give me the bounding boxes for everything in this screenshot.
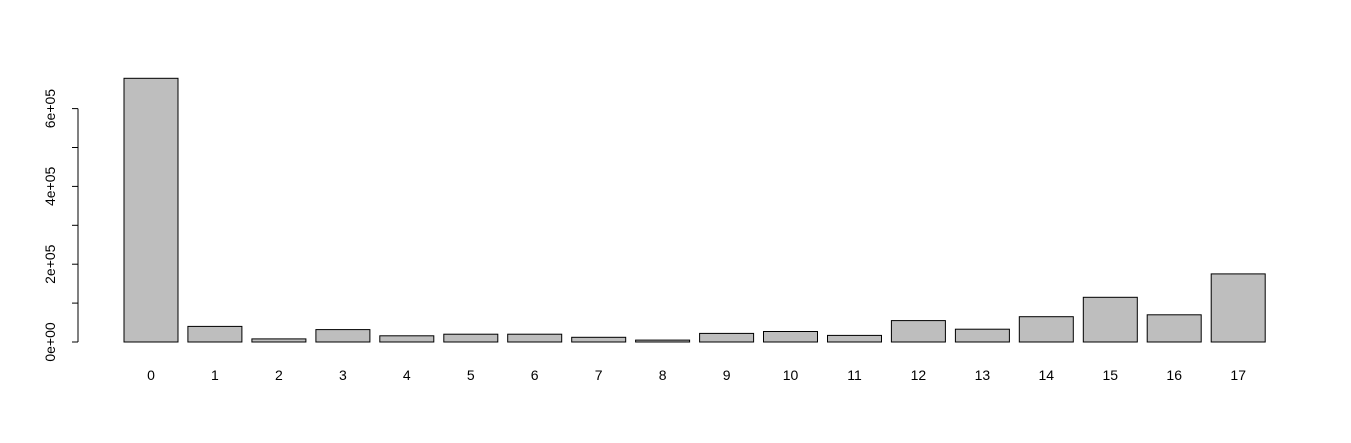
x-category-label: 2 xyxy=(275,367,283,383)
x-category-label: 5 xyxy=(467,367,475,383)
y-axis: 0e+00 2e+05 4e+05 6e+05 xyxy=(42,89,79,362)
bar-11 xyxy=(827,334,882,343)
bars-group xyxy=(123,77,1266,343)
x-category-label: 14 xyxy=(1039,367,1055,383)
bar-15 xyxy=(1082,296,1138,343)
x-category-label: 16 xyxy=(1166,367,1182,383)
bar-12 xyxy=(890,320,946,343)
bar-0 xyxy=(123,77,179,343)
bar-13 xyxy=(954,328,1010,343)
bar-9 xyxy=(699,332,755,343)
bar-1 xyxy=(187,325,243,343)
x-axis-labels: 0 1 2 3 4 5 6 7 8 9 10 11 12 13 14 15 16 17 xyxy=(147,367,1246,383)
x-category-label: 3 xyxy=(339,367,347,383)
bar-16 xyxy=(1146,314,1202,343)
bar-5 xyxy=(443,333,499,343)
y-tick-label: 0e+00 xyxy=(42,322,58,362)
x-category-label: 10 xyxy=(783,367,799,383)
x-category-label: 6 xyxy=(531,367,539,383)
bar-10 xyxy=(763,331,818,343)
x-category-label: 11 xyxy=(847,367,862,383)
x-category-label: 13 xyxy=(975,367,991,383)
y-tick-label: 2e+05 xyxy=(42,244,58,284)
x-category-label: 7 xyxy=(595,367,603,383)
bar-3 xyxy=(315,329,371,343)
x-category-label: 15 xyxy=(1103,367,1119,383)
bar-14 xyxy=(1018,316,1074,343)
y-tick-label: 6e+05 xyxy=(42,89,58,129)
x-category-label: 4 xyxy=(403,367,411,383)
bar-8 xyxy=(635,339,691,343)
bar-17 xyxy=(1210,273,1266,343)
bar-7 xyxy=(571,336,627,343)
bar-4 xyxy=(379,335,435,343)
bar-6 xyxy=(507,333,563,343)
y-tick-label: 4e+05 xyxy=(42,167,58,207)
x-category-label: 8 xyxy=(659,367,667,383)
x-category-label: 12 xyxy=(911,367,927,383)
x-category-label: 1 xyxy=(211,367,219,383)
x-category-label: 17 xyxy=(1230,367,1246,383)
x-category-label: 0 xyxy=(147,367,155,383)
x-category-label: 9 xyxy=(723,367,731,383)
bar-2 xyxy=(251,338,307,343)
